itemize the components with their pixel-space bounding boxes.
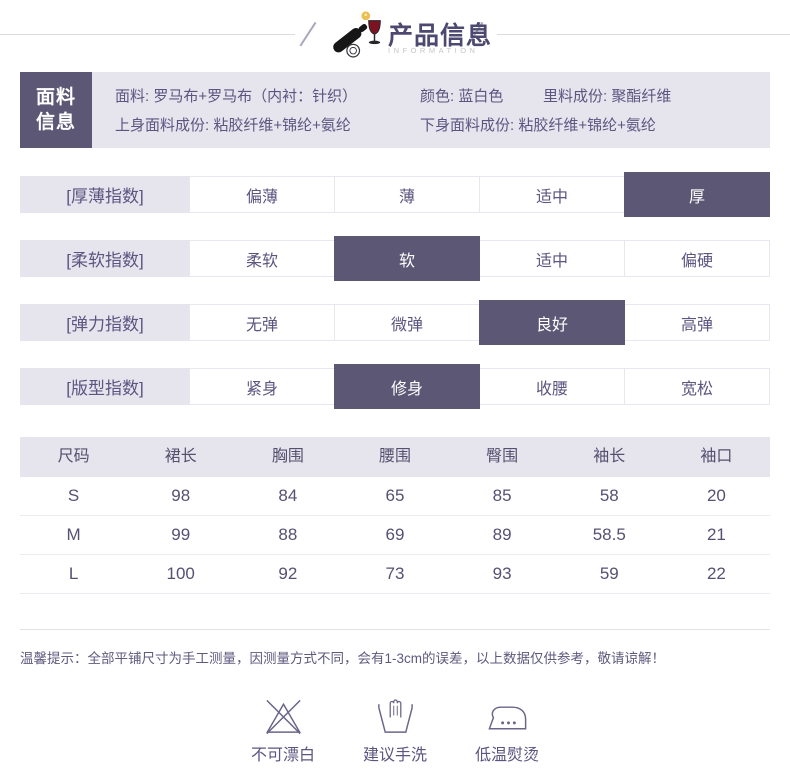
index-option-selected: 良好 <box>479 300 625 345</box>
care-instructions: 不可漂白 建议手洗 低温熨烫 <box>0 693 790 765</box>
size-table-row-l: L 100 92 73 93 59 22 <box>20 555 770 594</box>
fabric-lining: 里料成份: 聚酯纤维 <box>543 88 672 105</box>
size-table-cell: S <box>67 486 80 505</box>
fit-index-row: [版型指数] 紧身 修身 收腰 宽松 <box>20 364 770 409</box>
size-table-cell: 88 <box>278 525 298 544</box>
fabric-bottom-composition: 下身面料成份: 粘胶纤维+锦纶+氨纶 <box>420 117 656 134</box>
index-option: 柔软 <box>189 240 335 277</box>
page-title: 产品信息 <box>388 22 493 50</box>
thickness-index-row: [厚薄指数] 偏薄 薄 适中 厚 <box>20 172 770 217</box>
size-table-row-s: S 98 84 65 85 58 20 <box>20 477 770 516</box>
fabric-info-panel: 面料: 罗马布+罗马布（内衬：针织） 颜色: 蓝白色 里料成份: 聚酯纤维 上身… <box>92 72 770 148</box>
low-iron-icon <box>484 693 531 740</box>
index-option: 高弹 <box>624 304 770 341</box>
size-table-cell: L <box>68 564 79 583</box>
care-label: 建议手洗 <box>362 747 427 764</box>
index-row-label: [弹力指数] <box>20 304 190 341</box>
index-option: 适中 <box>479 176 625 213</box>
care-item-no-bleach: 不可漂白 <box>241 693 325 765</box>
size-table-cell: 99 <box>171 525 191 544</box>
size-table-header-cell: 胸围 <box>271 448 304 465</box>
decorative-slash-left <box>299 21 317 47</box>
care-label: 不可漂白 <box>250 747 315 764</box>
hand-wash-icon <box>372 693 419 740</box>
size-table-cell: 98 <box>171 486 191 505</box>
index-option-selected: 厚 <box>624 172 770 217</box>
index-option: 收腰 <box>479 368 625 405</box>
size-table: 尺码 裙长 胸围 腰围 臀围 袖长 袖口 S 98 84 65 85 58 20… <box>20 437 770 594</box>
size-table-cell: 92 <box>278 564 298 583</box>
index-options: 偏薄 薄 适中 厚 <box>189 172 770 217</box>
size-table-header-cell: 臀围 <box>486 448 519 465</box>
size-table-header-cell: 袖长 <box>593 448 626 465</box>
index-option-selected: 修身 <box>334 364 480 409</box>
size-table-header: 尺码 裙长 胸围 腰围 臀围 袖长 袖口 <box>20 437 770 477</box>
index-row-label: [厚薄指数] <box>20 176 190 213</box>
index-option: 偏薄 <box>189 176 335 213</box>
index-option: 紧身 <box>189 368 335 405</box>
index-options: 无弹 微弹 良好 高弹 <box>189 300 770 345</box>
size-table-cell: 21 <box>706 525 726 544</box>
header-rule-left <box>0 34 295 35</box>
size-table-cell: 93 <box>492 564 512 583</box>
index-option: 无弹 <box>189 304 335 341</box>
index-option: 适中 <box>479 240 625 277</box>
index-option-selected: 软 <box>334 236 480 281</box>
care-item-low-iron: 低温熨烫 <box>465 693 549 765</box>
size-table-row-m: M 99 88 69 89 58.5 21 <box>20 516 770 555</box>
softness-index-row: [柔软指数] 柔软 软 适中 偏硬 <box>20 236 770 281</box>
size-table-cell: 69 <box>385 525 405 544</box>
size-table-cell: 22 <box>706 564 726 583</box>
index-row-label: [版型指数] <box>20 368 190 405</box>
size-table-cell: 89 <box>492 525 512 544</box>
page-subtitle: INFORMATION <box>388 46 479 55</box>
fabric-top-composition: 上身面料成份: 粘胶纤维+锦纶+氨纶 <box>115 117 351 134</box>
size-table-header-cell: 袖口 <box>700 448 733 465</box>
fabric-label-line1: 面料 <box>35 87 76 108</box>
index-option: 薄 <box>334 176 480 213</box>
size-table-header-cell: 尺码 <box>57 448 90 465</box>
index-option: 微弹 <box>334 304 480 341</box>
size-table-cell: 59 <box>599 564 619 583</box>
fabric-info-label: 面料 信息 <box>20 72 92 148</box>
size-table-cell: 84 <box>278 486 298 505</box>
elasticity-index-row: [弹力指数] 无弹 微弹 良好 高弹 <box>20 300 770 345</box>
size-table-header-cell: 腰围 <box>378 448 411 465</box>
size-table-header-cell: 裙长 <box>164 448 197 465</box>
index-row-label: [柔软指数] <box>20 240 190 277</box>
index-options: 紧身 修身 收腰 宽松 <box>189 364 770 409</box>
wine-bottle-glass-icon <box>328 9 390 58</box>
index-options: 柔软 软 适中 偏硬 <box>189 236 770 281</box>
size-table-cell: 85 <box>492 486 512 505</box>
size-table-cell: M <box>66 525 81 544</box>
fabric-color: 颜色: 蓝白色 <box>420 88 504 105</box>
tip-divider <box>20 629 770 630</box>
index-option: 偏硬 <box>624 240 770 277</box>
care-item-hand-wash: 建议手洗 <box>353 693 437 765</box>
header-rule-right <box>497 34 790 35</box>
fabric-material: 面料: 罗马布+罗马布（内衬：针织） <box>115 88 358 105</box>
care-label: 低温熨烫 <box>474 747 539 764</box>
no-bleach-icon <box>260 693 307 740</box>
fabric-label-line2: 信息 <box>35 112 76 133</box>
size-table-cell: 73 <box>385 564 405 583</box>
measurement-tip: 温馨提示：全部平铺尺寸为手工测量，因测量方式不同，会有1-3cm的误差，以上数据… <box>20 651 666 666</box>
size-table-cell: 100 <box>166 564 195 583</box>
size-table-cell: 65 <box>385 486 405 505</box>
size-table-cell: 20 <box>706 486 726 505</box>
size-table-cell: 58 <box>599 486 619 505</box>
size-table-cell: 58.5 <box>592 525 626 544</box>
index-option: 宽松 <box>624 368 770 405</box>
